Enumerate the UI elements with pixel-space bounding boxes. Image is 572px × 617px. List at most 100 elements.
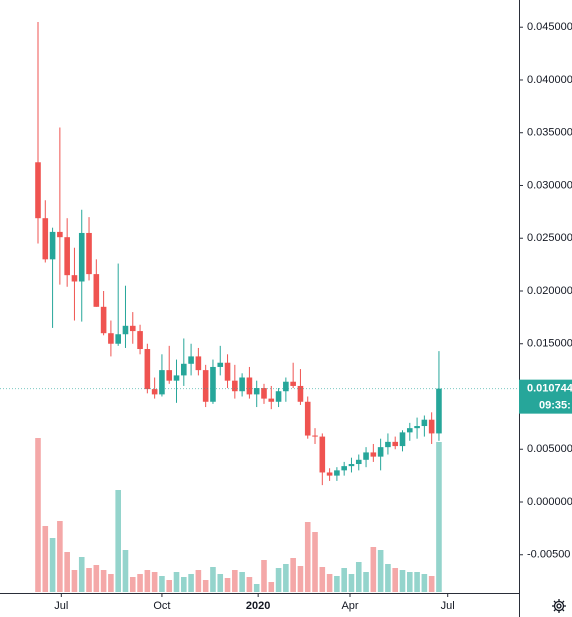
volume-bar [137, 574, 143, 592]
volume-bar [108, 574, 114, 592]
x-tick-label: Jul [54, 600, 68, 612]
y-tick-label: 0.015000 [527, 338, 572, 350]
volume-bar [428, 576, 435, 592]
volume-bar [35, 438, 41, 592]
candle-body [399, 432, 406, 447]
volume-bar [246, 577, 253, 592]
volume-bar [49, 538, 56, 592]
volume-bar [202, 580, 209, 592]
volume-bar [224, 578, 231, 592]
x-tick-label: Oct [153, 600, 170, 612]
candle-body [108, 333, 114, 344]
volume-bar [217, 574, 224, 592]
candle-body [253, 388, 260, 395]
candle-body [210, 366, 216, 402]
volume-bar [334, 576, 340, 592]
volume-bar [283, 564, 289, 592]
candle-body [137, 331, 143, 350]
volume-bar [377, 550, 384, 592]
volume-bar [414, 572, 420, 592]
candle-body [195, 356, 202, 371]
candle-body [181, 363, 187, 376]
candle-body [49, 231, 56, 260]
volume-bar [348, 574, 355, 592]
volume-bar [239, 572, 245, 592]
last-price-label: 0.010744 [527, 383, 572, 395]
volume-bar [188, 574, 194, 592]
candle-body [268, 398, 275, 402]
candle-body [246, 377, 253, 395]
volume-bar [195, 570, 202, 592]
candle-body [312, 435, 318, 437]
candle-body [115, 334, 121, 344]
candle-body [159, 370, 165, 395]
candle-body [42, 218, 49, 260]
candle-body [129, 325, 136, 332]
candle-body [275, 391, 282, 402]
volume-bar [392, 568, 399, 592]
volume-bar [421, 574, 428, 592]
volume-bar [210, 567, 216, 592]
candle-body [406, 428, 413, 433]
candle-body [341, 466, 347, 471]
volume-bar [341, 568, 347, 592]
candle-body [71, 275, 78, 282]
y-tick-label: 0.045000 [527, 21, 572, 33]
candle-body [326, 472, 333, 476]
volume-bar [253, 584, 260, 592]
candle-body [232, 380, 238, 392]
volume-bar [115, 490, 121, 592]
volume-bar [297, 566, 304, 592]
volume-bar [64, 552, 70, 592]
candle-body [355, 459, 362, 465]
countdown-label: 09:35: [539, 400, 571, 412]
candle-body [334, 470, 340, 476]
volume-bar [144, 570, 151, 592]
volume-bar [304, 522, 311, 592]
volume-bar [290, 558, 296, 592]
y-tick-label: -0.00500 [527, 549, 570, 561]
last-price-box [519, 379, 572, 414]
volume-bar [399, 570, 406, 592]
candle-body [319, 436, 326, 473]
candle-body [421, 419, 428, 427]
volume-bar [181, 577, 187, 592]
candle-body [363, 452, 369, 460]
candle-body [224, 362, 231, 381]
candle-body [239, 377, 245, 392]
volume-bar [363, 572, 369, 592]
volume-bar [275, 568, 282, 592]
volume-bar [232, 570, 238, 592]
candle-body [78, 232, 85, 282]
x-tick-label: Jul [441, 600, 455, 612]
volume-bar [129, 577, 136, 592]
volume-bar [319, 567, 326, 592]
volume-bar [268, 582, 275, 592]
candle-body [57, 231, 63, 238]
candle-body [304, 401, 311, 436]
candle-body [348, 464, 355, 467]
candle-body [144, 349, 151, 390]
volume-bar [71, 570, 78, 592]
candle-body [151, 389, 158, 395]
volume-bar [436, 442, 442, 592]
candle-body [370, 452, 377, 457]
volume-bar [159, 576, 165, 592]
volume-bar [78, 557, 85, 592]
settings-icon[interactable] [552, 599, 566, 613]
candle-body [297, 385, 304, 402]
volume-bar [122, 550, 129, 592]
candle-body [86, 232, 92, 275]
candle-body [188, 356, 194, 364]
y-tick-label: 0.030000 [527, 179, 572, 191]
volume-bar [312, 532, 318, 592]
candle-body [428, 419, 435, 434]
y-tick-label: 0.035000 [527, 127, 572, 139]
y-tick-label: 0.025000 [527, 232, 572, 244]
candle-body [173, 375, 180, 381]
x-tick-label: Apr [341, 600, 358, 612]
volume-bar [42, 526, 49, 592]
volume-bar [151, 572, 158, 592]
candle-body [414, 426, 420, 429]
